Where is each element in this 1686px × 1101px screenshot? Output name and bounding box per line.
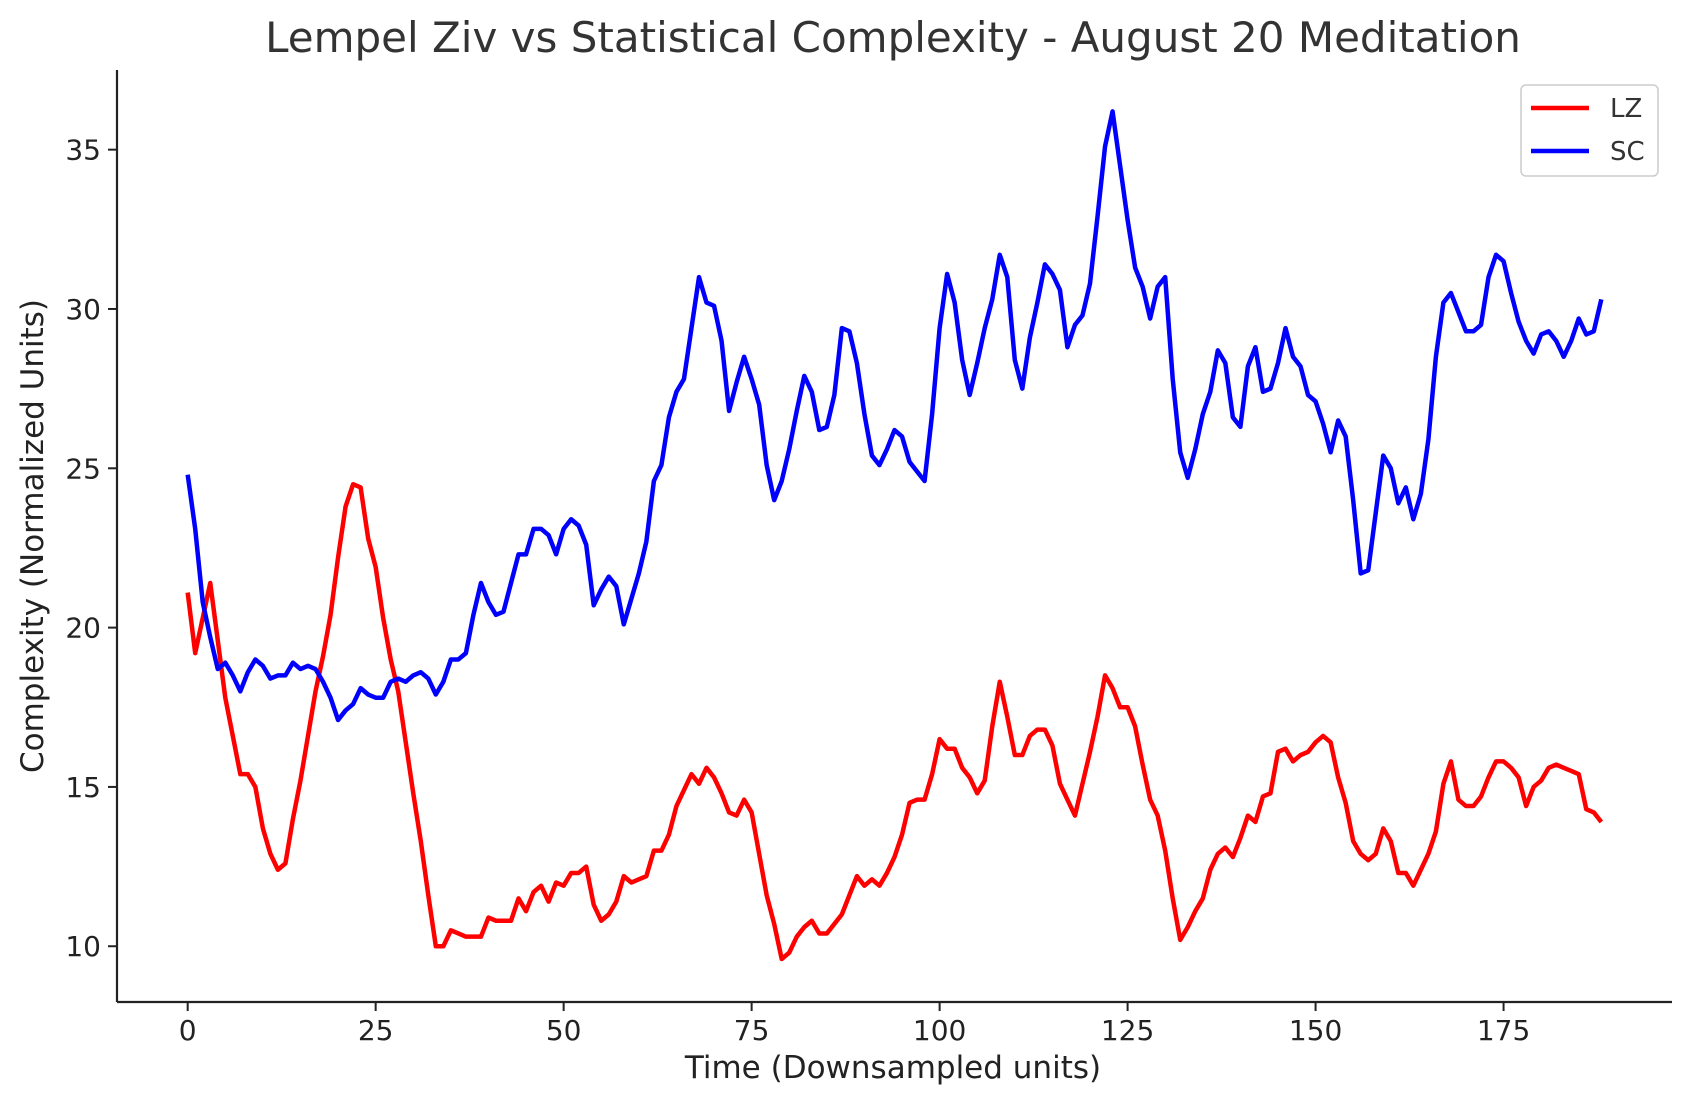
- chart-title: Lempel Ziv vs Statistical Complexity - A…: [265, 13, 1521, 62]
- plot-area: 0 25 50 75 100 125 150 175 10 15 20 25 30 35: [65, 70, 1672, 1047]
- y-axis-label: Complexity (Normalized Units): [15, 299, 51, 773]
- y-tick-label: 15: [65, 771, 101, 804]
- x-tick-label: 150: [1289, 1014, 1342, 1047]
- legend-label-sc: SC: [1610, 137, 1645, 167]
- x-tick-label: 25: [358, 1014, 394, 1047]
- y-axis-ticks: 10 15 20 25 30 35: [65, 134, 117, 963]
- series-line-lz: [185, 481, 1604, 962]
- x-tick-label: 75: [734, 1014, 770, 1047]
- x-tick-label: 175: [1477, 1014, 1530, 1047]
- x-axis-ticks: 0 25 50 75 100 125 150 175: [179, 1002, 1530, 1047]
- x-axis-label: Time (Downsampled units): [684, 1050, 1101, 1086]
- y-tick-label: 20: [65, 612, 101, 645]
- x-tick-label: 125: [1101, 1014, 1154, 1047]
- series-lines: [185, 109, 1604, 962]
- legend-label-lz: LZ: [1610, 94, 1642, 124]
- legend: LZ SC: [1520, 84, 1659, 177]
- y-tick-label: 10: [65, 930, 101, 963]
- x-tick-label: 100: [913, 1014, 966, 1047]
- y-tick-label: 25: [65, 452, 101, 485]
- series-line-sc: [185, 109, 1604, 723]
- y-tick-label: 30: [65, 293, 101, 326]
- x-tick-label: 0: [179, 1014, 197, 1047]
- x-tick-label: 50: [546, 1014, 582, 1047]
- y-tick-label: 35: [65, 134, 101, 167]
